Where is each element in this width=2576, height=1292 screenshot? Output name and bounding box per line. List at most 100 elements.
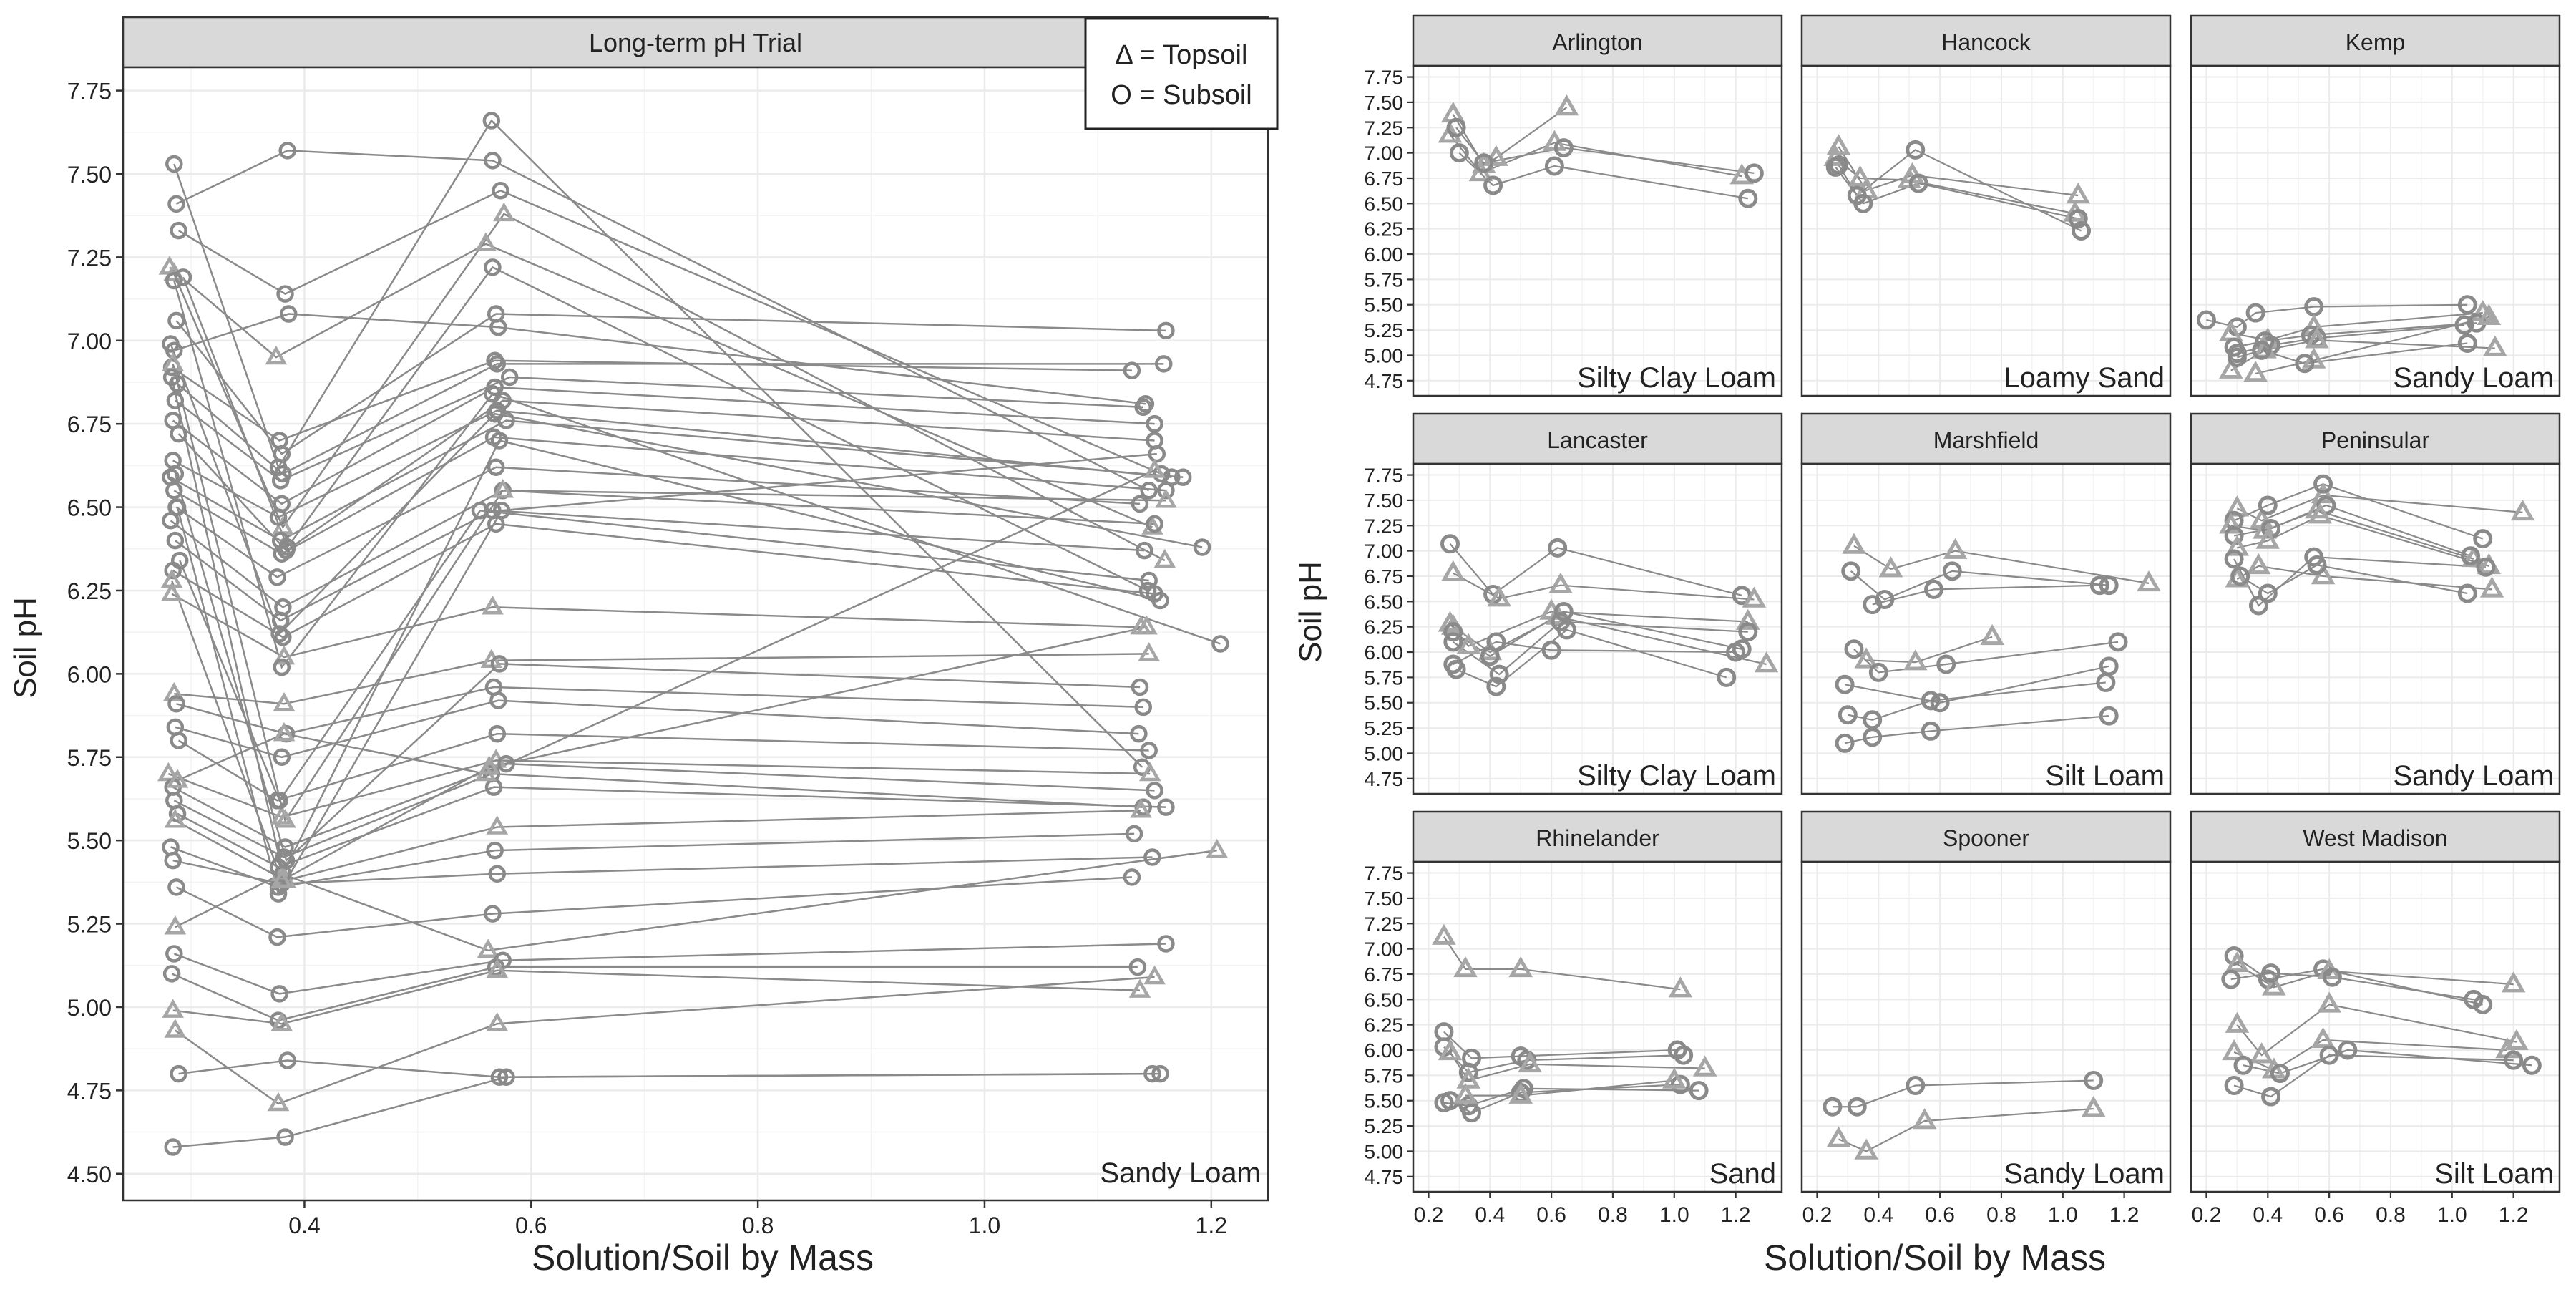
point-K1-2 xyxy=(2245,303,2265,323)
series-line-S34 xyxy=(175,849,1217,952)
point-K6-2 xyxy=(2477,303,2502,325)
point-S09-3 xyxy=(1123,361,1141,379)
facet-soil-texture: Sandy Loam xyxy=(2393,760,2554,792)
facet-grid: Arlington Silty Clay Loam 4.75 5.00 5.25 5.50… xyxy=(1365,14,2561,1227)
facet-series-lines xyxy=(2206,303,2495,374)
point-S17-2 xyxy=(487,458,505,476)
point-R4-0 xyxy=(1438,1039,1463,1061)
series-line-S12 xyxy=(172,386,1155,505)
point-W5-0 xyxy=(2222,1039,2246,1061)
point-L6-0 xyxy=(1443,632,1463,652)
point-S34-3 xyxy=(1206,838,1229,858)
facet-x-tick-label: 0.2 xyxy=(1414,1203,1444,1227)
point-S26-3 xyxy=(1138,762,1161,782)
facet-x-ticks: 0.2 0.4 0.6 0.8 1.0 1.2 xyxy=(1414,1192,1751,1227)
point-S29-3 xyxy=(1157,798,1175,816)
point-S39-3 xyxy=(1143,1064,1161,1083)
series-line-R1 xyxy=(1443,936,1681,991)
point-P8-3 xyxy=(2457,583,2477,603)
facet-y-tick-label: 5.00 xyxy=(1365,742,1404,764)
facet-panel-border xyxy=(1412,64,1783,397)
facet-strip xyxy=(1412,412,1783,465)
point-S37-3 xyxy=(1128,978,1151,998)
facet-grid-lines xyxy=(2191,464,2560,794)
point-Sp2-1 xyxy=(1854,1138,1878,1160)
series-line-L1 xyxy=(1449,543,1742,596)
point-R6-3 xyxy=(1670,1074,1690,1094)
facet-y-tick-label: 5.75 xyxy=(1365,666,1404,689)
facet-plot-area xyxy=(2191,464,2560,794)
point-R5-3 xyxy=(1689,1081,1709,1101)
point-S11-0 xyxy=(166,392,185,409)
point-R1-2 xyxy=(1508,956,1533,978)
point-P1-3 xyxy=(2510,499,2535,521)
facet-panel-lancaster: Lancaster Silty Clay Loam 4.75 5.00 5.25 5.50… xyxy=(1365,412,1783,795)
point-M8-3 xyxy=(2099,706,2119,726)
point-W3-1 xyxy=(2261,963,2281,983)
point-S36-0 xyxy=(162,965,181,983)
point-S30-3 xyxy=(1130,798,1152,818)
point-Sp2-3 xyxy=(2081,1096,2106,1117)
point-S26-0 xyxy=(157,762,180,782)
series-line-K5 xyxy=(2230,339,2495,371)
series-line-S28 xyxy=(173,772,1143,858)
facet-y-tick-label: 6.50 xyxy=(1365,591,1404,613)
series-line-S05 xyxy=(173,213,1166,562)
point-S47-0 xyxy=(170,551,189,570)
point-S05-3 xyxy=(1153,548,1176,568)
left-soil-texture: Sandy Loam xyxy=(1100,1157,1261,1189)
facet-panel-arlington: Arlington Silty Clay Loam 4.75 5.00 5.25 5.50… xyxy=(1365,14,1783,397)
point-S41-2 xyxy=(484,385,502,403)
point-M1-1 xyxy=(1878,556,1903,578)
facet-x-tick-label: 0.8 xyxy=(1986,1203,2016,1227)
facet-points xyxy=(2221,946,2542,1107)
series-line-P2 xyxy=(2233,483,2484,540)
facet-series-lines xyxy=(1835,146,2082,232)
facet-y-tick-label: 4.75 xyxy=(1365,768,1404,790)
facet-y-tick-label: 6.25 xyxy=(1365,1014,1404,1036)
left-x-tick-label: 1.2 xyxy=(1196,1213,1227,1238)
point-P8-1 xyxy=(2258,583,2278,603)
facet-title: Peninsular xyxy=(2321,427,2430,453)
point-P4-2 xyxy=(2316,495,2336,515)
facet-y-tick-label: 7.00 xyxy=(1365,938,1404,961)
point-W6-1 xyxy=(2270,1064,2290,1084)
point-S33-1 xyxy=(268,928,286,946)
point-S35-1 xyxy=(270,985,288,1003)
point-H4-0 xyxy=(1825,157,1845,177)
point-S44-3 xyxy=(1151,591,1169,610)
point-S09-1 xyxy=(270,432,288,450)
point-H1-3 xyxy=(2066,183,2091,204)
point-S02-3 xyxy=(1140,482,1158,500)
series-line-S18 xyxy=(170,490,1155,608)
left-y-tick-label: 6.75 xyxy=(67,412,112,437)
series-line-S44 xyxy=(170,377,1161,877)
series-line-S02 xyxy=(175,150,1150,492)
series-line-K2 xyxy=(2230,311,2483,341)
facet-x-tick-label: 1.2 xyxy=(1721,1203,1751,1227)
series-line-P8 xyxy=(2240,564,2468,595)
facet-points xyxy=(1835,533,2161,753)
point-M5-1 xyxy=(1868,662,1888,682)
facet-soil-texture: Silty Clay Loam xyxy=(1577,760,1776,792)
point-M8-0 xyxy=(1835,733,1855,753)
point-M6-1 xyxy=(1930,693,1950,713)
point-L8-2 xyxy=(1541,640,1561,660)
facet-y-tick-label: 6.25 xyxy=(1365,218,1404,241)
point-K7-2 xyxy=(2295,354,2315,374)
point-S14-1 xyxy=(269,508,288,526)
left-x-tick-label: 1.0 xyxy=(969,1213,1000,1238)
facet-title: West Madison xyxy=(2303,825,2447,851)
facet-x-ticks: 0.2 0.4 0.6 0.8 1.0 1.2 xyxy=(2192,1192,2528,1227)
facet-points xyxy=(2218,474,2535,616)
series-line-L6 xyxy=(1453,621,1748,676)
point-S08-1 xyxy=(280,305,298,323)
point-W3-0 xyxy=(2221,969,2241,989)
facet-y-tick-label: 4.75 xyxy=(1365,1166,1404,1188)
point-S02-0 xyxy=(167,195,185,213)
point-P2-1 xyxy=(2258,495,2278,515)
point-W5-2 xyxy=(2311,1026,2336,1049)
point-S16-0 xyxy=(165,482,183,500)
point-S42-0 xyxy=(162,335,180,353)
